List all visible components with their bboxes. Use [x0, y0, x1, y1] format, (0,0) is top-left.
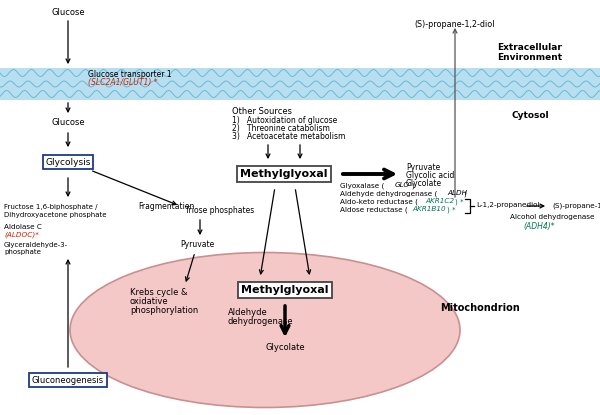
Text: Mitochondrion: Mitochondrion [440, 303, 520, 313]
Text: Glycolate: Glycolate [406, 179, 442, 188]
Text: Pyruvate: Pyruvate [406, 163, 440, 172]
Text: Extracellular: Extracellular [497, 44, 562, 53]
Text: Aldolase C: Aldolase C [4, 224, 42, 230]
Text: Glycolate: Glycolate [265, 343, 305, 352]
Text: Dihydroxyacetone phosphate: Dihydroxyacetone phosphate [4, 212, 107, 218]
Text: Cytosol: Cytosol [511, 110, 549, 120]
Text: oxidative: oxidative [130, 297, 169, 306]
Text: (ADH4)*: (ADH4)* [523, 222, 554, 231]
Text: ) *: ) * [447, 206, 455, 212]
Text: Fructose 1,6-biphosphate /: Fructose 1,6-biphosphate / [4, 204, 97, 210]
Text: dehydrogenase: dehydrogenase [228, 317, 293, 326]
Text: Glyceraldehyde-3-: Glyceraldehyde-3- [4, 242, 68, 248]
Text: (S)-propane-1,2-diol: (S)-propane-1,2-diol [415, 20, 495, 29]
Text: Glucose: Glucose [51, 8, 85, 17]
Text: ): ) [463, 190, 466, 196]
Text: (SLC2A1/GLUT1) *: (SLC2A1/GLUT1) * [88, 78, 158, 87]
Text: Krebs cycle &: Krebs cycle & [130, 288, 187, 297]
Text: Other Sources: Other Sources [232, 107, 292, 116]
Text: (S)-propane-1,2-diol: (S)-propane-1,2-diol [552, 202, 600, 208]
Text: GLO: GLO [395, 182, 410, 188]
Text: Fragmentation: Fragmentation [138, 202, 194, 211]
Text: Glyoxalase (: Glyoxalase ( [340, 182, 385, 188]
Text: Methylglyoxal: Methylglyoxal [241, 285, 329, 295]
Text: Triose phosphates: Triose phosphates [185, 206, 254, 215]
Text: 2)   Threonine catabolism: 2) Threonine catabolism [232, 124, 330, 133]
Text: (ALDOC)*: (ALDOC)* [4, 231, 39, 237]
Text: Glycolysis: Glycolysis [46, 158, 91, 166]
Text: ): ) [411, 182, 414, 188]
Text: ) *: ) * [455, 198, 464, 205]
Text: Glucose: Glucose [51, 118, 85, 127]
Text: phosphate: phosphate [4, 249, 41, 255]
Text: Pyruvate: Pyruvate [180, 240, 214, 249]
Ellipse shape [70, 252, 460, 408]
Text: Environment: Environment [497, 54, 563, 63]
Text: Methylglyoxal: Methylglyoxal [240, 169, 328, 179]
Text: Aldo-keto reductase (: Aldo-keto reductase ( [340, 198, 418, 205]
Bar [0, 68, 600, 100]
Text: ALDH: ALDH [447, 190, 467, 196]
Text: Glucose transporter 1: Glucose transporter 1 [88, 70, 172, 79]
Text: L-1,2-propanediol: L-1,2-propanediol [476, 202, 539, 208]
Text: 3)   Acetoacetate metabolism: 3) Acetoacetate metabolism [232, 132, 346, 141]
Text: phosphorylation: phosphorylation [130, 306, 198, 315]
Text: AKR1C2: AKR1C2 [425, 198, 454, 204]
Text: Gluconeogenesis: Gluconeogenesis [32, 376, 104, 385]
Text: Aldehyde dehydrogenase (: Aldehyde dehydrogenase ( [340, 190, 437, 196]
Text: AKR1B10: AKR1B10 [412, 206, 446, 212]
Text: 1)   Autoxidation of glucose: 1) Autoxidation of glucose [232, 116, 337, 125]
Text: Alcohol dehydrogenase: Alcohol dehydrogenase [510, 214, 595, 220]
Text: Glycolic acid: Glycolic acid [406, 171, 454, 180]
Text: Aldose reductase (: Aldose reductase ( [340, 206, 408, 212]
Text: Aldehyde: Aldehyde [228, 308, 268, 317]
